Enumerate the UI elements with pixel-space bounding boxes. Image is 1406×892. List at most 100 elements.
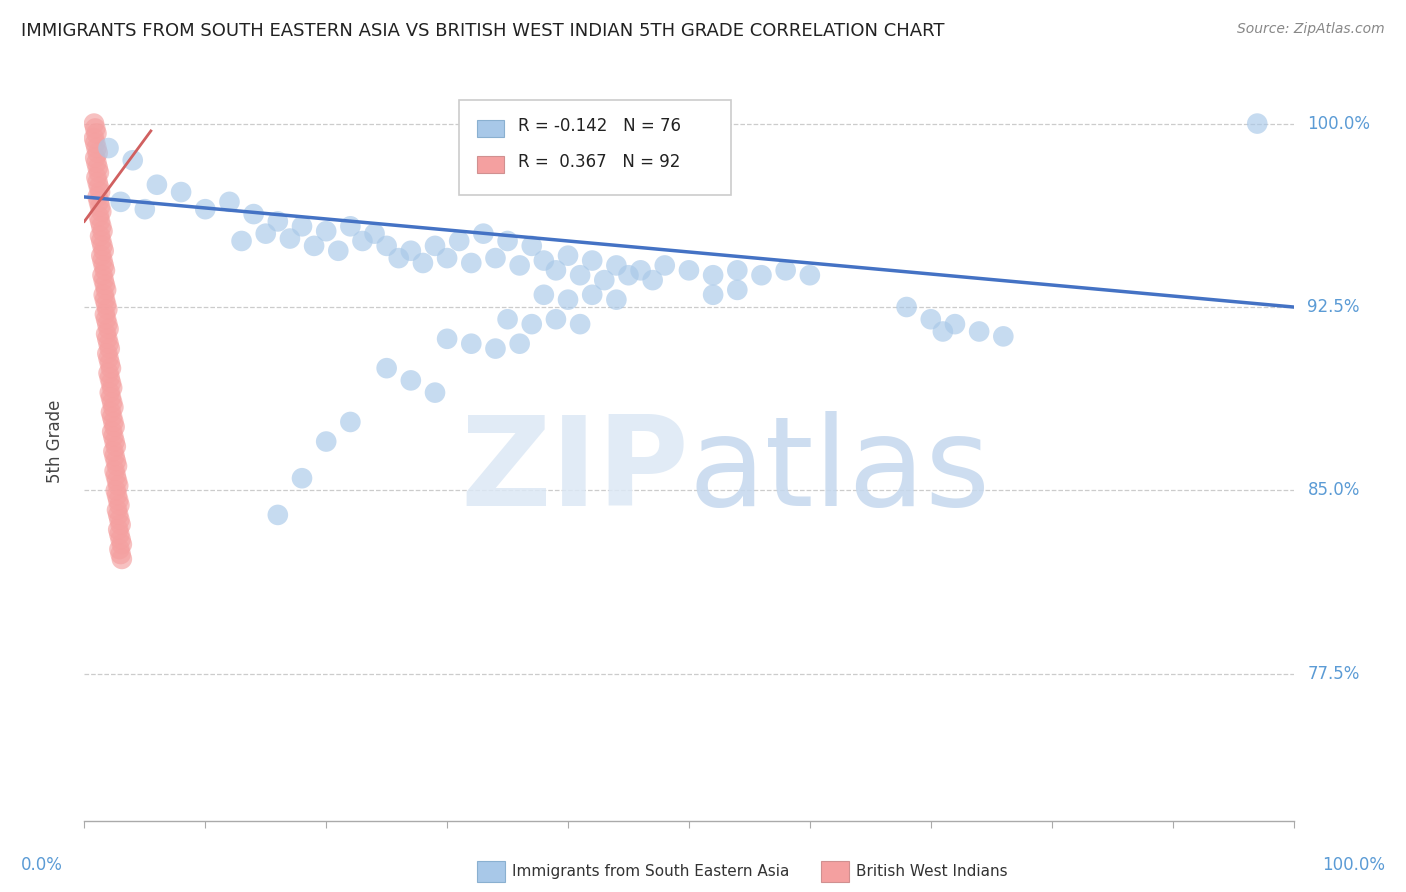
Point	[630, 263, 652, 277]
Point	[105, 503, 128, 517]
Point	[93, 244, 115, 258]
Point	[605, 293, 627, 307]
Point	[581, 287, 603, 301]
Point	[472, 227, 495, 241]
Point	[943, 317, 966, 331]
Point	[107, 523, 129, 537]
Point	[91, 239, 114, 253]
Point	[110, 533, 132, 547]
Point	[108, 498, 131, 512]
Point	[725, 283, 748, 297]
Point	[86, 170, 108, 185]
Point	[423, 385, 446, 400]
Point	[799, 268, 821, 283]
Point	[91, 253, 114, 268]
Point	[105, 488, 128, 502]
Point	[96, 346, 118, 360]
Point	[83, 131, 105, 145]
Point	[98, 342, 121, 356]
Point	[460, 256, 482, 270]
Point	[110, 547, 132, 561]
Point	[97, 141, 120, 155]
Point	[107, 493, 129, 508]
Point	[103, 415, 125, 429]
Point	[993, 329, 1015, 343]
Text: British West Indians: British West Indians	[856, 864, 1008, 879]
Point	[110, 194, 132, 209]
Point	[412, 256, 434, 270]
Point	[100, 391, 122, 405]
Text: 77.5%: 77.5%	[1308, 665, 1360, 683]
Text: Immigrants from South Eastern Asia: Immigrants from South Eastern Asia	[512, 864, 789, 879]
Point	[90, 249, 112, 263]
Point	[509, 259, 531, 273]
Point	[87, 194, 110, 209]
Point	[278, 231, 301, 245]
Point	[254, 227, 277, 241]
Text: R = -0.142   N = 76: R = -0.142 N = 76	[519, 117, 682, 135]
Point	[702, 268, 724, 283]
Point	[94, 297, 117, 311]
Point	[97, 351, 120, 366]
Point	[89, 185, 111, 199]
Point	[97, 336, 120, 351]
Point	[104, 434, 127, 449]
Text: atlas: atlas	[689, 411, 991, 533]
Point	[170, 185, 193, 199]
Point	[93, 259, 115, 273]
Point	[96, 317, 118, 331]
Point	[291, 219, 314, 234]
Point	[496, 234, 519, 248]
Point	[103, 430, 125, 444]
Point	[134, 202, 156, 217]
Point	[84, 121, 107, 136]
Point	[104, 454, 127, 468]
Point	[267, 214, 290, 228]
Point	[104, 439, 127, 453]
Point	[94, 326, 117, 341]
Point	[436, 251, 458, 265]
Point	[121, 153, 143, 168]
FancyBboxPatch shape	[460, 101, 731, 195]
Point	[702, 287, 724, 301]
Point	[90, 219, 112, 234]
Text: 100.0%: 100.0%	[1322, 856, 1385, 874]
Point	[194, 202, 217, 217]
Point	[84, 136, 107, 150]
Point	[302, 239, 325, 253]
Point	[593, 273, 616, 287]
Point	[533, 287, 555, 301]
Point	[544, 312, 567, 326]
Point	[231, 234, 253, 248]
Point	[86, 127, 108, 141]
Point	[104, 464, 127, 478]
Point	[86, 145, 108, 160]
Point	[97, 322, 120, 336]
Point	[103, 401, 125, 415]
Point	[108, 542, 131, 557]
Point	[86, 155, 108, 169]
Point	[104, 449, 127, 463]
Point	[104, 483, 127, 498]
Text: 0.0%: 0.0%	[21, 856, 63, 874]
Point	[339, 415, 361, 429]
Point	[449, 234, 471, 248]
Point	[94, 312, 117, 326]
Point	[242, 207, 264, 221]
Point	[89, 229, 111, 244]
Point	[520, 317, 543, 331]
Point	[104, 468, 127, 483]
Point	[101, 381, 124, 395]
Point	[460, 336, 482, 351]
Point	[399, 373, 422, 387]
Point	[89, 200, 111, 214]
Point	[96, 332, 118, 346]
Point	[94, 278, 117, 293]
Point	[104, 420, 127, 434]
Point	[605, 259, 627, 273]
Point	[90, 234, 112, 248]
Point	[315, 434, 337, 449]
Point	[100, 361, 122, 376]
Point	[86, 175, 108, 189]
Point	[87, 210, 110, 224]
